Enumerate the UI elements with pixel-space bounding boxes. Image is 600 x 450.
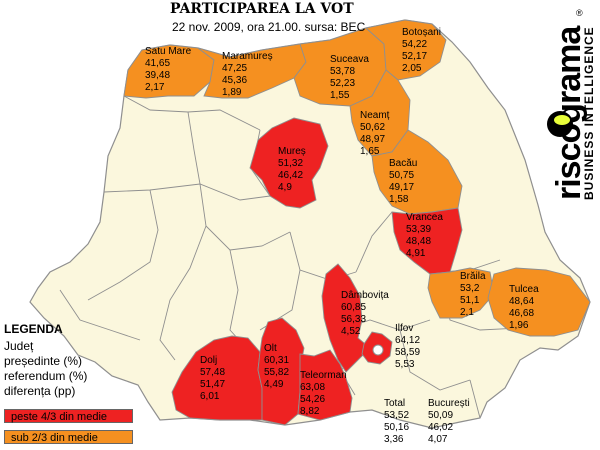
county-maramures	[197, 43, 307, 99]
county-vrancea	[391, 207, 463, 275]
label-tulcea: Tulcea 48,64 46,68 1,96	[509, 284, 539, 331]
label-bucuresti: București 50,09 46,02 4,07	[428, 398, 470, 445]
county-botosani	[365, 19, 447, 81]
brand-target-icon: ®	[547, 8, 583, 137]
legend-item-referendum: referendum (%)	[4, 369, 88, 383]
label-teleorman: Teleorman 63,08 54,26 8,82	[300, 370, 347, 417]
label-mures: Mureș 51,32 46,42 4,9	[278, 146, 306, 193]
legend: LEGENDA Județ președinte (%) referendum …	[4, 322, 144, 399]
label-braila: Brăila 53,2 51,1 2,1	[460, 271, 486, 318]
county-teleorman	[297, 349, 353, 421]
legend-swatch-below: sub 2/3 din medie	[4, 430, 133, 444]
legend-title: LEGENDA	[4, 322, 63, 336]
brand-registered: ®	[576, 8, 583, 18]
label-botosani: Botoșani 54,22 52,17 2,05	[402, 27, 441, 74]
county-tulcea	[487, 267, 591, 337]
page-title: PARTICIPAREA LA VOT	[170, 1, 354, 17]
label-ilfov: Ilfov 64,12 58,59 5,53	[395, 323, 421, 370]
label-bacau: Bacău 50,75 49,17 1,58	[389, 158, 418, 205]
label-olt: Olt 60,31 55,82 4,49	[264, 343, 290, 390]
legend-item-county: Județ	[4, 339, 34, 353]
legend-swatch-above: peste 4/3 din medie	[4, 409, 133, 423]
brand-logo: riscograma BUSINESS INTELLIGENCE ®	[542, 4, 596, 212]
label-vrancea: Vrancea 53,39 48,48 4,91	[406, 212, 443, 259]
label-neamt: Neamț 50,62 48,97 1,65	[360, 110, 390, 157]
label-total: Total 53,52 50,16 3,36	[384, 398, 410, 445]
label-suceava: Suceava 53,78 52,23 1,55	[330, 54, 369, 101]
label-satu-mare: Satu Mare 41,65 39,48 2,17	[145, 46, 192, 93]
page-subtitle: 22 nov. 2009, ora 21.00. sursa: BEC	[172, 20, 366, 34]
label-maramures: Maramureș 47,25 45,36 1,89	[222, 51, 273, 98]
county-braila	[427, 267, 495, 319]
bucharest-marker	[372, 344, 384, 356]
label-dolj: Dolj 57,48 51,47 6,01	[200, 355, 226, 402]
county-mures	[249, 117, 329, 209]
legend-item-difference: diferența (pp)	[4, 384, 76, 398]
label-dambovita: Dâmbovița 60,85 56,33 4,52	[341, 290, 389, 337]
legend-item-president: președinte (%)	[4, 354, 83, 368]
